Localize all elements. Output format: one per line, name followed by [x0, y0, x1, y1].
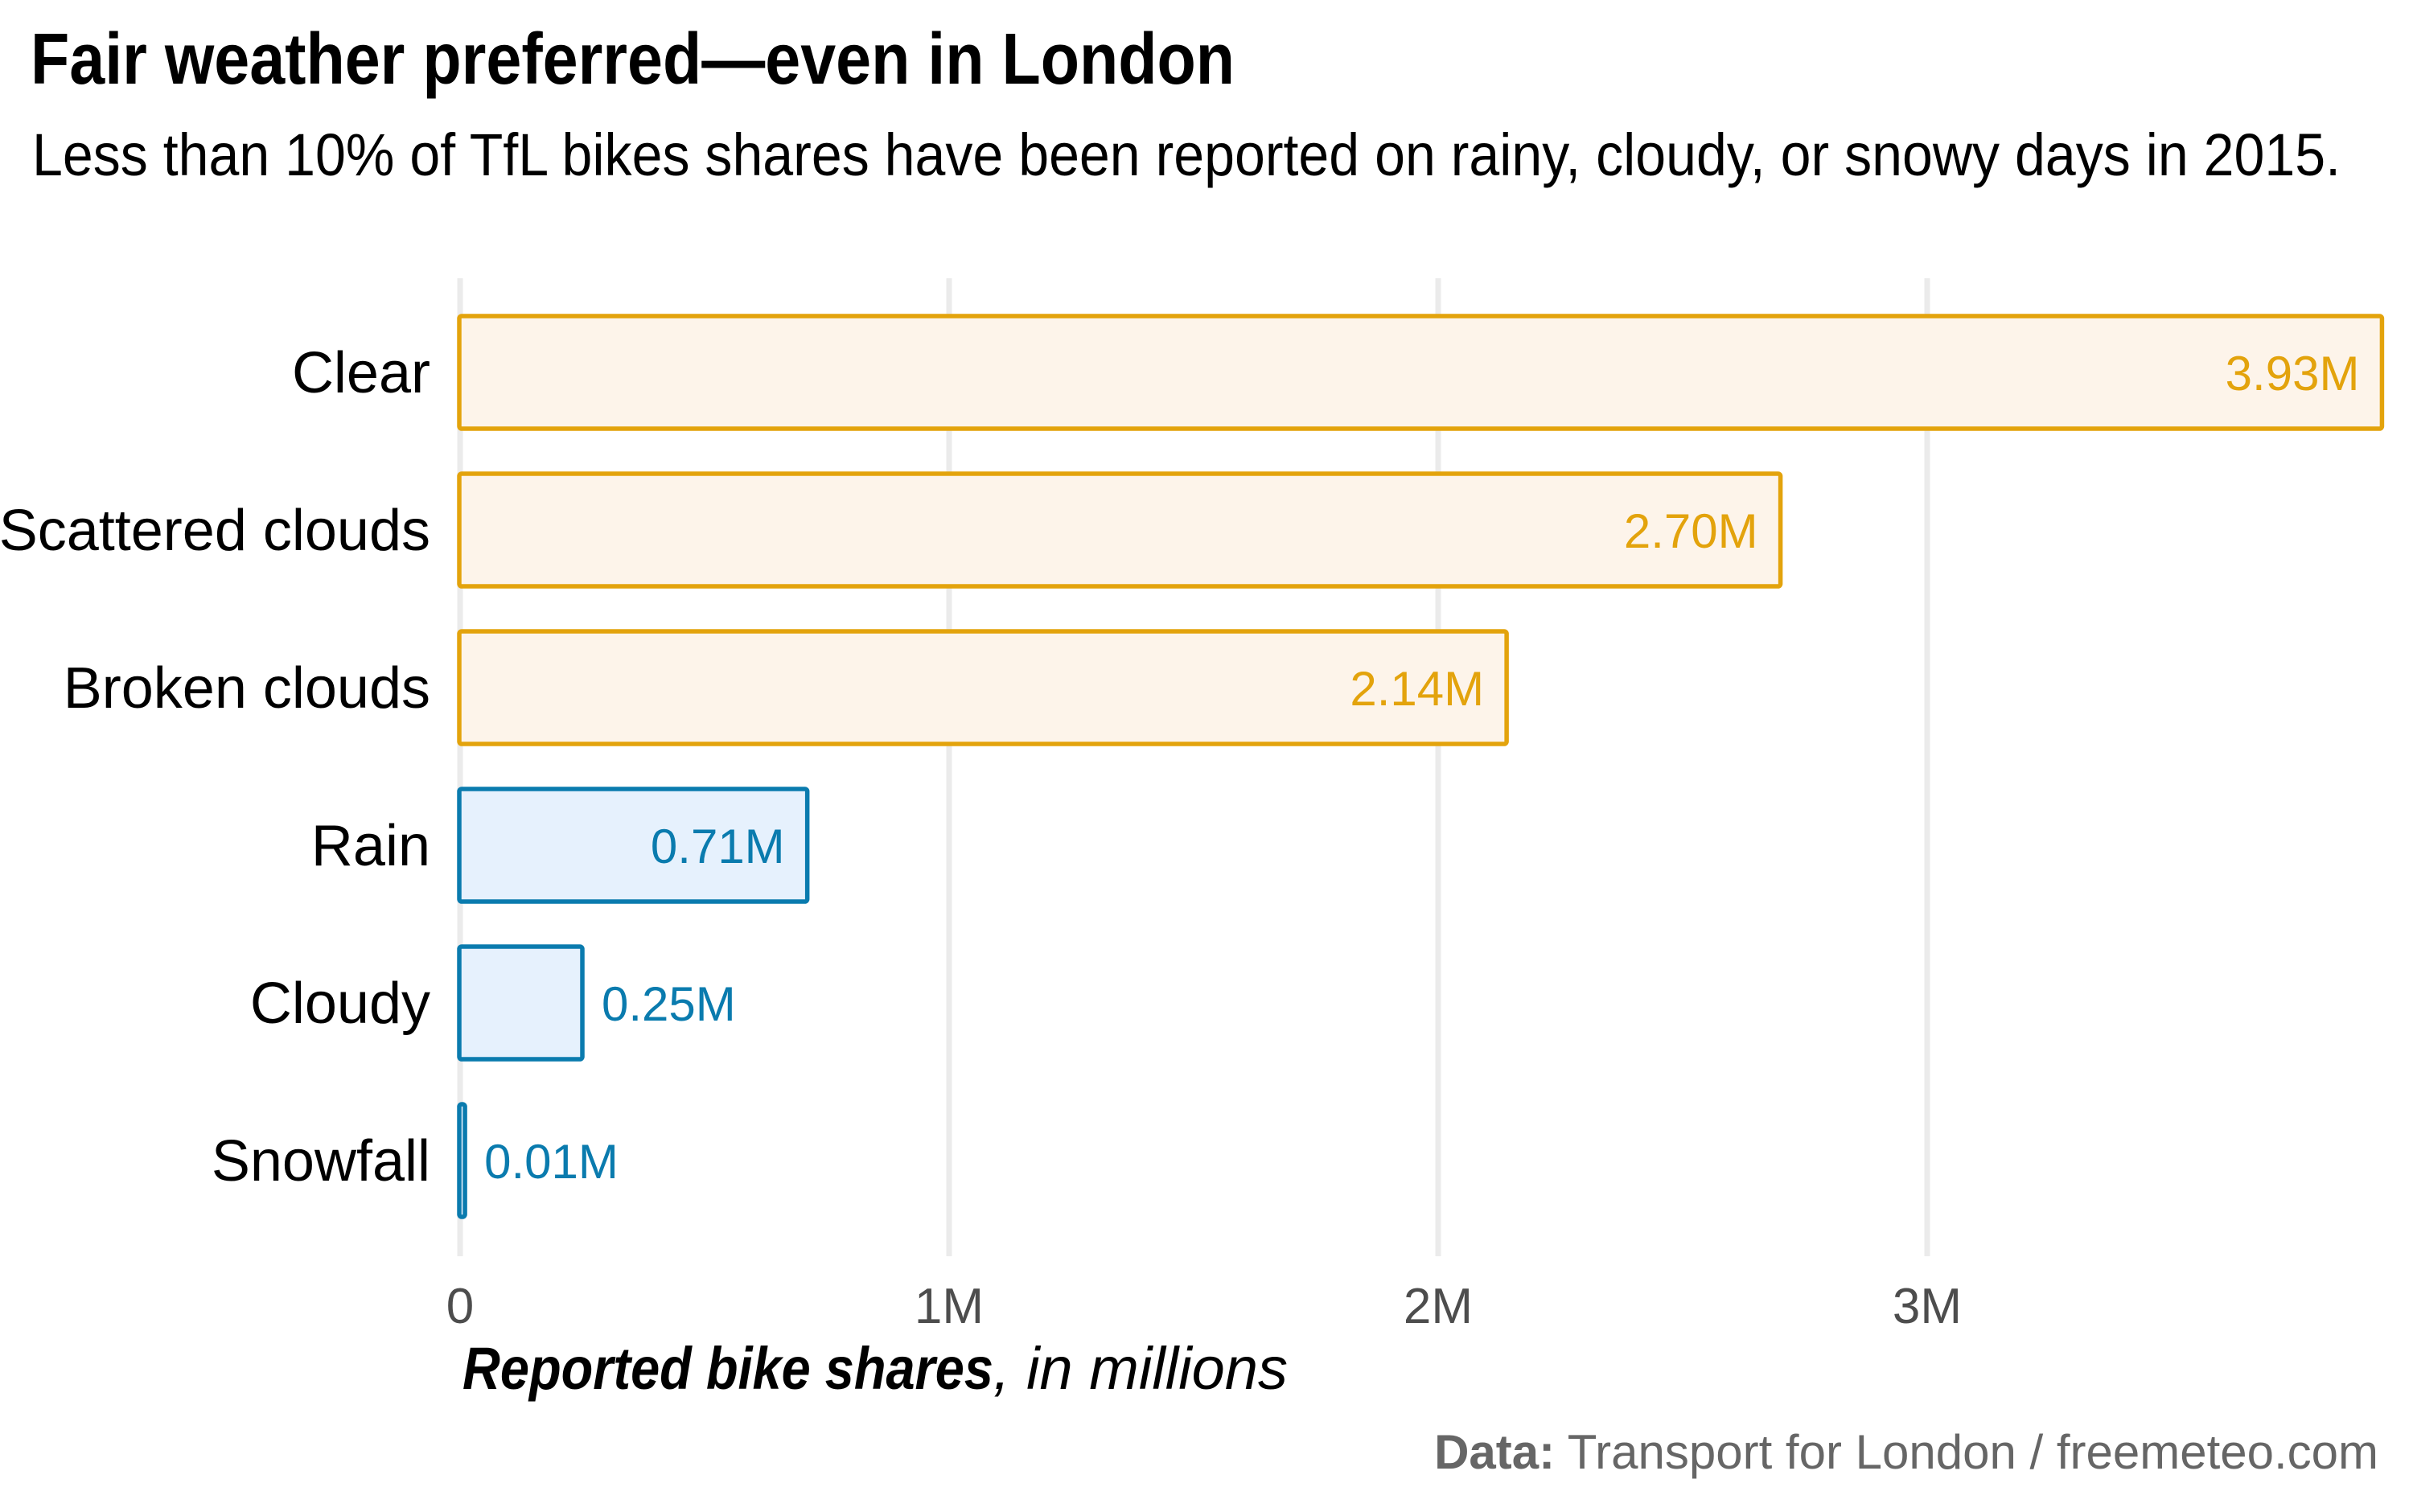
bar-cloudy [457, 944, 585, 1062]
x-tick-label: 1M [915, 1279, 984, 1334]
category-label: Clear [292, 341, 430, 405]
bars [457, 314, 2385, 1219]
bar-snowfall [457, 1102, 467, 1219]
value-labels: 3.93M 2.70M 2.14M 0.71M 0.25M 0.01M [484, 347, 2359, 1189]
value-label: 2.70M [1624, 504, 1758, 558]
x-axis-title: Reported bike shares, in millions [462, 1335, 1288, 1402]
category-label: Snowfall [212, 1129, 430, 1194]
value-label: 3.93M [2226, 347, 2360, 401]
x-tick-label: 3M [1893, 1279, 1962, 1334]
caption-label: Data: [1434, 1425, 1555, 1479]
value-label: 0.01M [484, 1135, 619, 1189]
category-label: Rain [311, 814, 430, 878]
chart-title: Fair weather preferred—even in London [31, 19, 1235, 100]
caption-source: Transport for London / freemeteo.com [1555, 1425, 2378, 1479]
bar-broken-clouds [457, 629, 1509, 746]
x-tick-label: 0 [446, 1279, 474, 1334]
bar-scattered-clouds [457, 471, 1783, 589]
category-label: Scattered clouds [0, 499, 430, 563]
bar-clear [457, 314, 2385, 431]
value-label: 2.14M [1350, 662, 1484, 716]
category-labels: Clear Scattered clouds Broken clouds Rain Cl… [0, 341, 430, 1194]
chart-subtitle: Less than 10% of TfL bikes shares have b… [32, 121, 2341, 188]
value-label: 0.71M [651, 820, 785, 873]
grid-lines [457, 278, 1930, 1256]
x-axis-title-bold: Reported bike shares [462, 1335, 993, 1402]
x-axis-title-rest: , in millions [993, 1335, 1288, 1402]
value-label: 0.25M [602, 977, 736, 1031]
x-tick-labels: 0 1M 2M 3M [446, 1279, 1962, 1334]
caption: Data: Transport for London / freemeteo.c… [1434, 1425, 2378, 1479]
bar-rain [457, 787, 810, 904]
x-tick-label: 2M [1404, 1279, 1473, 1334]
category-label: Broken clouds [64, 656, 430, 721]
category-label: Cloudy [250, 972, 430, 1036]
